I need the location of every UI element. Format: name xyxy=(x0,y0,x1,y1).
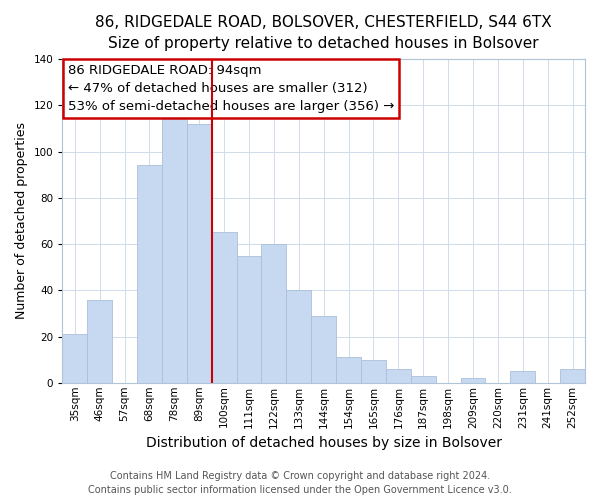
Bar xyxy=(311,316,336,383)
Y-axis label: Number of detached properties: Number of detached properties xyxy=(15,122,28,320)
Bar xyxy=(62,334,87,383)
Text: 86 RIDGEDALE ROAD: 94sqm
← 47% of detached houses are smaller (312)
53% of semi-: 86 RIDGEDALE ROAD: 94sqm ← 47% of detach… xyxy=(68,64,394,113)
Bar xyxy=(212,232,236,383)
Bar xyxy=(236,256,262,383)
Bar xyxy=(262,244,286,383)
Bar xyxy=(336,358,361,383)
Bar xyxy=(87,300,112,383)
Bar xyxy=(511,371,535,383)
Bar xyxy=(286,290,311,383)
Bar xyxy=(137,166,162,383)
Bar xyxy=(461,378,485,383)
Bar xyxy=(162,110,187,383)
Bar xyxy=(560,369,585,383)
Bar xyxy=(361,360,386,383)
Bar xyxy=(187,124,212,383)
Text: Contains HM Land Registry data © Crown copyright and database right 2024.
Contai: Contains HM Land Registry data © Crown c… xyxy=(88,471,512,495)
Bar xyxy=(411,376,436,383)
X-axis label: Distribution of detached houses by size in Bolsover: Distribution of detached houses by size … xyxy=(146,436,502,450)
Bar xyxy=(386,369,411,383)
Title: 86, RIDGEDALE ROAD, BOLSOVER, CHESTERFIELD, S44 6TX
Size of property relative to: 86, RIDGEDALE ROAD, BOLSOVER, CHESTERFIE… xyxy=(95,15,552,51)
